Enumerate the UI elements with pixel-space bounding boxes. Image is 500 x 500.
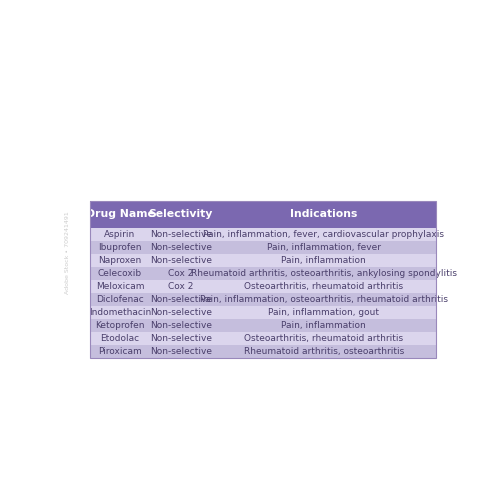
Bar: [90, 242, 436, 254]
Text: Non-selective: Non-selective: [150, 322, 212, 330]
Text: Osteoarthritis, rheumatoid arthritis: Osteoarthritis, rheumatoid arthritis: [244, 334, 404, 344]
Bar: [90, 332, 436, 345]
Bar: [90, 346, 436, 358]
Text: Osteoarthritis, rheumatoid arthritis: Osteoarthritis, rheumatoid arthritis: [244, 282, 404, 292]
Text: Non-selective: Non-selective: [150, 334, 212, 344]
Text: Cox 2: Cox 2: [168, 282, 194, 292]
Text: Indications: Indications: [290, 210, 358, 220]
Text: Meloxicam: Meloxicam: [96, 282, 144, 292]
Bar: [90, 320, 436, 332]
Text: Non-selective: Non-selective: [150, 244, 212, 252]
Text: Ibuprofen: Ibuprofen: [98, 244, 142, 252]
Text: Non-selective: Non-selective: [150, 256, 212, 266]
Bar: [90, 200, 436, 228]
Text: Pain, inflammation, fever, cardiovascular prophylaxis: Pain, inflammation, fever, cardiovascula…: [203, 230, 444, 239]
Text: Rheumatoid arthritis, osteoarthritis: Rheumatoid arthritis, osteoarthritis: [244, 348, 404, 356]
Text: Non-selective: Non-selective: [150, 230, 212, 239]
Text: Non-selective: Non-selective: [150, 296, 212, 304]
Text: Pain, inflammation: Pain, inflammation: [282, 322, 366, 330]
Text: Selectivity: Selectivity: [148, 210, 213, 220]
Text: Piroxicam: Piroxicam: [98, 348, 142, 356]
Text: Indomethacin: Indomethacin: [89, 308, 151, 318]
Bar: [90, 306, 436, 320]
Text: Naproxen: Naproxen: [98, 256, 142, 266]
Text: Non-selective: Non-selective: [150, 308, 212, 318]
Text: Drug Name: Drug Name: [86, 210, 154, 220]
Text: Adobe Stock • 709241491: Adobe Stock • 709241491: [64, 211, 70, 294]
Text: Celecoxib: Celecoxib: [98, 270, 142, 278]
Text: Etodolac: Etodolac: [100, 334, 140, 344]
Text: Rheumatoid arthritis, osteoarthritis, ankylosing spondylitis: Rheumatoid arthritis, osteoarthritis, an…: [190, 270, 456, 278]
Bar: [90, 268, 436, 280]
Text: Pain, inflammation: Pain, inflammation: [282, 256, 366, 266]
Text: Pain, inflammation, osteoarthritis, rheumatoid arthritis: Pain, inflammation, osteoarthritis, rheu…: [200, 296, 448, 304]
Text: Ketoprofen: Ketoprofen: [95, 322, 144, 330]
Text: Non-selective: Non-selective: [150, 348, 212, 356]
Bar: [90, 280, 436, 293]
Bar: [90, 200, 436, 358]
Text: Aspirin: Aspirin: [104, 230, 136, 239]
Bar: [90, 254, 436, 268]
Text: Cox 2: Cox 2: [168, 270, 194, 278]
Bar: [90, 228, 436, 241]
Text: Diclofenac: Diclofenac: [96, 296, 144, 304]
Text: Pain, inflammation, gout: Pain, inflammation, gout: [268, 308, 379, 318]
Bar: [90, 294, 436, 306]
Text: Pain, inflammation, fever: Pain, inflammation, fever: [266, 244, 380, 252]
